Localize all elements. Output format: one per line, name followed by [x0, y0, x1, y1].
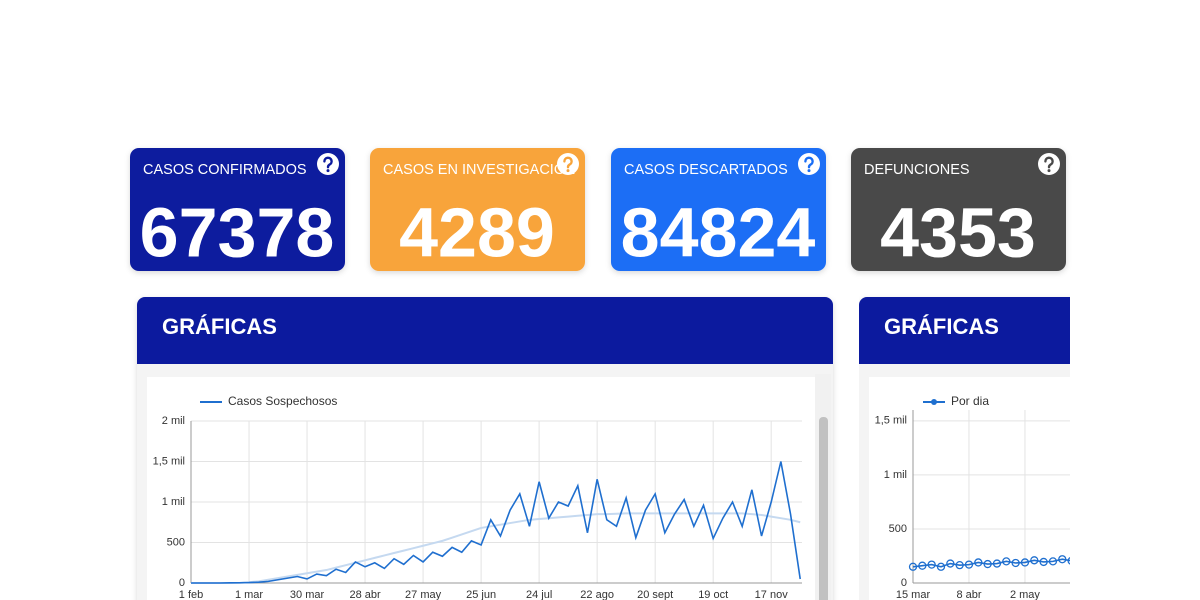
series-line — [191, 512, 801, 584]
card-bg — [851, 148, 1066, 271]
point — [918, 561, 927, 570]
y-tick-label: 500 — [889, 523, 907, 535]
point — [964, 560, 974, 569]
card-bg — [130, 148, 345, 271]
point — [1048, 557, 1058, 566]
point — [1030, 556, 1039, 565]
point — [936, 562, 946, 571]
help-glyph — [1044, 156, 1054, 169]
help-dot — [566, 169, 570, 173]
card-bg — [611, 148, 826, 271]
point — [1115, 555, 1122, 562]
x-tick-label: 1 mar — [235, 589, 263, 600]
point — [946, 559, 955, 568]
stat-card: CASOS DESCARTADOS 84824 — [611, 148, 826, 271]
point — [1058, 555, 1067, 564]
card-value: 4353 — [880, 193, 1036, 271]
help-circle — [798, 153, 820, 175]
help-icon[interactable] — [798, 153, 820, 175]
point — [1124, 552, 1131, 559]
panel-header — [137, 297, 833, 364]
y-tick-label: 1 mil — [884, 469, 907, 481]
card-value: 67378 — [140, 193, 335, 271]
point — [1105, 554, 1112, 561]
y-tick-label: 2 mil — [162, 415, 185, 427]
point — [1067, 557, 1070, 565]
chart-panel: GRÁFICAS 0 500 1 mil 1,5 mil 15 mar 8 abr 2 may… — [859, 297, 1131, 600]
legend-label: Casos Sospechosos — [228, 394, 337, 408]
legend-marker — [931, 399, 937, 405]
x-tick-label: 24 jul — [526, 589, 552, 600]
x-tick-label: 27 may — [405, 589, 442, 600]
y-tick-label: 1,5 mil — [875, 415, 907, 427]
help-icon[interactable] — [557, 153, 579, 175]
y-tick-label: 1 mil — [162, 496, 185, 508]
help-circle — [317, 153, 339, 175]
x-tick-label: 25 jun — [466, 589, 496, 600]
help-dot — [326, 169, 330, 173]
card-bg — [370, 148, 585, 271]
help-circle — [557, 153, 579, 175]
point — [983, 559, 992, 569]
help-icon[interactable] — [317, 153, 339, 175]
point — [1020, 558, 1030, 567]
point — [927, 560, 936, 569]
series-line — [912, 558, 1070, 568]
x-tick-label: 1 feb — [179, 589, 203, 600]
x-tick-label: 17 nov — [755, 589, 789, 600]
help-glyph — [323, 156, 333, 169]
card-label: CASOS EN INVESTIGACIÓN — [383, 161, 576, 178]
help-icon[interactable] — [1038, 153, 1060, 175]
panel-title: GRÁFICAS — [884, 314, 999, 339]
panel-title: GRÁFICAS — [162, 314, 277, 339]
stat-card: DEFUNCIONES 4353 — [851, 148, 1066, 271]
card-label: DEFUNCIONES — [864, 162, 970, 178]
stat-card: CASOS CONFIRMADOS 67378 — [130, 148, 345, 271]
help-glyph — [563, 156, 573, 169]
y-tick-label: 0 — [179, 577, 185, 589]
point — [974, 558, 983, 567]
card-label: CASOS CONFIRMADOS — [143, 162, 307, 178]
y-tick-label: 0 — [901, 577, 907, 589]
x-tick-label: 26 — [1075, 589, 1087, 600]
x-tick-label: 30 mar — [290, 589, 325, 600]
card-label: CASOS DESCARTADOS — [624, 162, 788, 178]
point — [1011, 558, 1020, 568]
point — [1002, 557, 1011, 566]
point — [1039, 557, 1048, 567]
x-tick-label: 20 sept — [637, 589, 673, 600]
help-dot — [1047, 169, 1051, 173]
card-value: 4289 — [399, 193, 555, 271]
y-tick-label: 500 — [167, 536, 185, 548]
point — [1087, 555, 1094, 562]
x-tick-label: 8 abr — [956, 589, 981, 600]
help-glyph — [804, 156, 814, 169]
x-tick-label: 2 may — [1010, 589, 1040, 600]
x-tick-label: 15 mar — [896, 589, 931, 600]
legend-label: Por dia — [951, 394, 989, 408]
x-tick-label: 22 ago — [580, 589, 614, 600]
point — [955, 561, 964, 570]
card-value: 84824 — [621, 193, 816, 271]
help-dot — [807, 169, 811, 173]
panel-header — [859, 297, 1070, 364]
y-tick-label: 1,5 mil — [153, 455, 185, 467]
x-tick-label: 19 oct — [698, 589, 728, 600]
point — [992, 559, 1002, 568]
help-circle — [1038, 153, 1060, 175]
point — [1096, 557, 1103, 564]
stat-card: CASOS EN INVESTIGACIÓN 4289 — [370, 148, 585, 271]
x-tick-label: 28 abr — [349, 589, 381, 600]
scrollbar-thumb[interactable] — [819, 417, 828, 600]
chart-panel: GRÁFICAS 0 500 1 mil 1,5 mil 2 mil 1 feb 1 mar 3… — [137, 297, 833, 600]
point — [1077, 556, 1084, 563]
series-line — [191, 461, 802, 584]
point — [908, 562, 918, 571]
